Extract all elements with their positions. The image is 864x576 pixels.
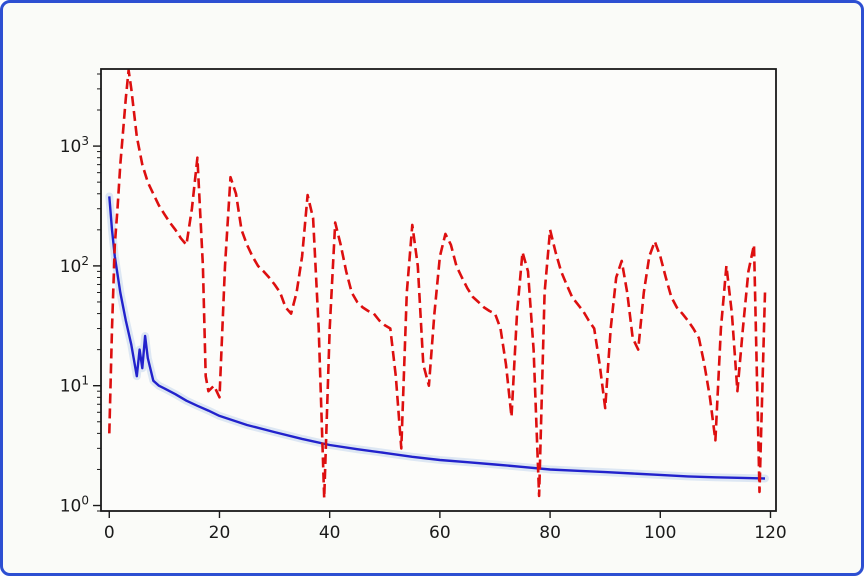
axes-background (101, 69, 776, 511)
y-axis: 100 101 102 103 (60, 134, 101, 517)
y-tick-label: 103 (60, 134, 89, 157)
x-tick-label: 60 (429, 523, 451, 543)
x-tick-label: 80 (539, 523, 561, 543)
line-chart: 100 101 102 103 0 20 40 60 80 100 120 (60, 68, 787, 543)
x-tick-label: 120 (754, 523, 786, 543)
y-tick-label: 102 (60, 254, 89, 277)
x-tick-label: 20 (209, 523, 231, 543)
x-axis: 0 20 40 60 80 100 120 (104, 511, 787, 543)
y-tick-label: 100 (60, 494, 89, 517)
x-tick-label: 0 (104, 523, 115, 543)
solid-blue-converging-curve (108, 196, 766, 480)
dashed-red-oscillating-curve (108, 68, 767, 500)
x-tick-label: 40 (319, 523, 341, 543)
x-tick-label: 100 (644, 523, 676, 543)
axes-box (100, 68, 777, 512)
y-tick-label: 101 (60, 374, 89, 397)
